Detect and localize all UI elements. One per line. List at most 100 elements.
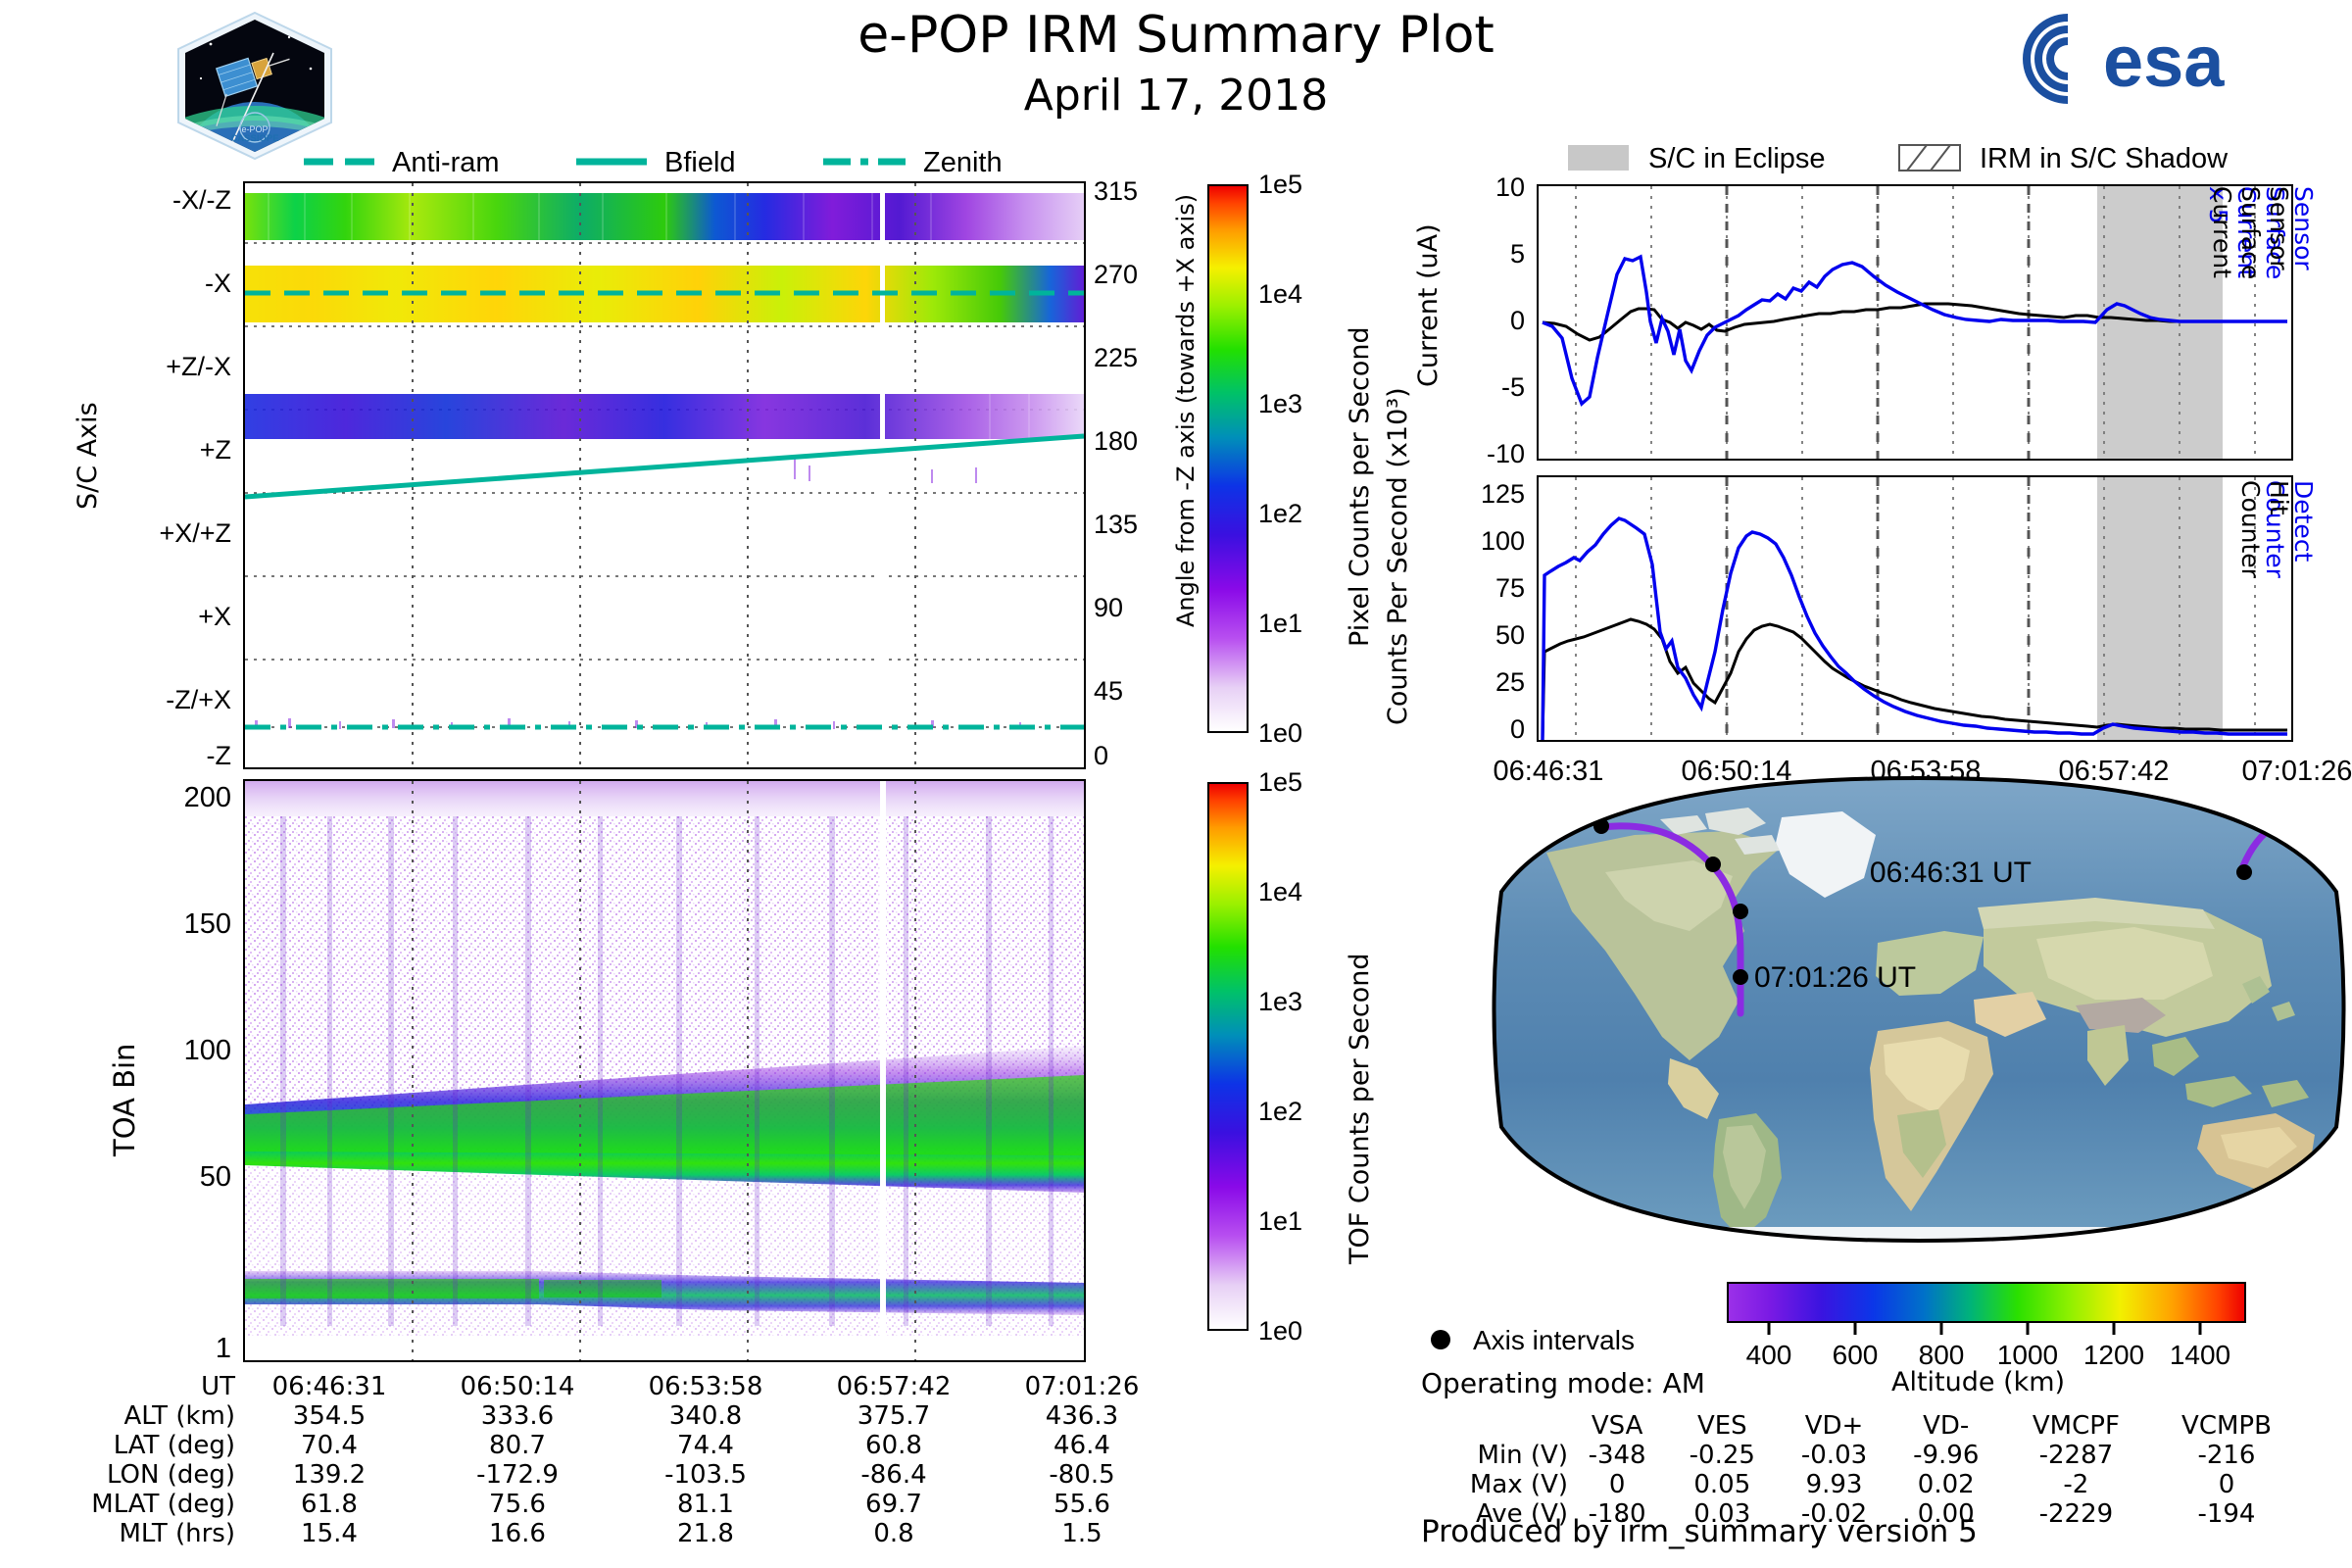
cell: -0.25 bbox=[1689, 1441, 1755, 1470]
cell: 354.5 bbox=[292, 1401, 367, 1431]
cell: 0.8 bbox=[873, 1519, 914, 1548]
cell: 0.00 bbox=[1917, 1499, 1975, 1529]
cell: 60.8 bbox=[865, 1431, 922, 1460]
svg-text:600: 600 bbox=[1833, 1340, 1879, 1368]
svg-text:-Z: -Z bbox=[207, 741, 231, 769]
counts-ylabel-text: Counts Per Second (x10³) bbox=[1383, 387, 1413, 725]
ephemeris-table: UT 06:46:31 06:50:14 06:53:58 06:57:42 0… bbox=[39, 1372, 1176, 1548]
svg-text:180: 180 bbox=[1094, 426, 1138, 456]
map-start-label: 06:46:31 UT bbox=[1870, 857, 2032, 889]
table-header-row: VSA VES VD+ VD- VMCPF VCMPB bbox=[1421, 1411, 2303, 1441]
pixel-counts-colorbar bbox=[1207, 184, 1249, 733]
xtick-0: 06:46:31 bbox=[1494, 756, 1604, 787]
svg-text:1000: 1000 bbox=[1997, 1340, 2058, 1368]
altitude-colorbar-label: Altitude (km) bbox=[1891, 1367, 2066, 1397]
table-row: LON (deg) 139.2 -172.9 -103.5 -86.4 -80.… bbox=[39, 1460, 1176, 1490]
current-ylabel: Current (uA) bbox=[1413, 223, 1444, 387]
row-label: Ave (V) bbox=[1476, 1499, 1568, 1529]
cell: 69.7 bbox=[865, 1490, 922, 1519]
svg-text:90: 90 bbox=[1094, 593, 1123, 622]
svg-text:+X: +X bbox=[198, 602, 231, 631]
svg-text:1e0: 1e0 bbox=[1258, 718, 1302, 748]
cell: 06:50:14 bbox=[460, 1372, 575, 1401]
cell: -80.5 bbox=[1049, 1460, 1115, 1490]
svg-text:1e3: 1e3 bbox=[1258, 987, 1302, 1016]
row-label: LAT (deg) bbox=[113, 1431, 235, 1460]
legend-label-antiram: Anti-ram bbox=[392, 147, 500, 178]
current-ytick-labels: 10 5 0 -5 -10 bbox=[1441, 176, 1529, 470]
cell: 75.6 bbox=[489, 1490, 546, 1519]
sc-axis-ytick-labels: -X/-Z -X +Z/-X +Z +X/+Z +X -Z/+X -Z bbox=[118, 181, 235, 769]
axis-interval-dot-icon bbox=[1431, 1330, 1450, 1349]
esa-logo-text: esa bbox=[2103, 21, 2225, 102]
cell: -86.4 bbox=[860, 1460, 927, 1490]
svg-text:+Z/-X: +Z/-X bbox=[166, 352, 231, 381]
svg-text:225: 225 bbox=[1094, 343, 1138, 372]
table-row: UT 06:46:31 06:50:14 06:53:58 06:57:42 0… bbox=[39, 1372, 1176, 1401]
tof-counts-colorbar-label: TOF Counts per Second bbox=[1345, 953, 1375, 1265]
cell: 15.4 bbox=[301, 1519, 358, 1548]
svg-text:315: 315 bbox=[1094, 181, 1138, 206]
table-row: Max (V) 0 0.05 9.93 0.02 -2 0 bbox=[1421, 1470, 2303, 1499]
header-cell: VMCPF bbox=[2032, 1411, 2120, 1441]
series-hit-counter bbox=[1541, 617, 2287, 740]
cell: -0.03 bbox=[1800, 1441, 1868, 1470]
altitude-colorbar bbox=[1727, 1282, 2246, 1323]
legend-label-eclipse: S/C in Eclipse bbox=[1648, 143, 1826, 174]
header-cell: VCMPB bbox=[2181, 1411, 2272, 1441]
svg-text:1e4: 1e4 bbox=[1258, 877, 1302, 906]
xtick-1: 06:50:14 bbox=[1682, 756, 1792, 787]
svg-text:-5: -5 bbox=[1501, 372, 1525, 402]
table-row: MLAT (deg) 61.8 75.6 81.1 69.7 55.6 bbox=[39, 1490, 1176, 1519]
shadow-swatch bbox=[1898, 144, 1961, 172]
operating-mode-label: Operating mode: AM bbox=[1421, 1367, 1705, 1399]
svg-text:100: 100 bbox=[1481, 526, 1525, 556]
counts-right-label-black: Hit Counter bbox=[2236, 480, 2293, 578]
svg-text:1e4: 1e4 bbox=[1258, 279, 1302, 309]
sc-axis-spectrogram bbox=[243, 181, 1086, 769]
cell: 1.5 bbox=[1061, 1519, 1102, 1548]
pixel-counts-colorbar-label: Pixel Counts per Second bbox=[1345, 326, 1375, 647]
row-label: LON (deg) bbox=[106, 1460, 235, 1490]
counts-ytick-labels: 125 100 75 50 25 0 bbox=[1441, 475, 1529, 760]
cell: 139.2 bbox=[292, 1460, 367, 1490]
svg-text:125: 125 bbox=[1481, 479, 1525, 509]
cell: 07:01:26 bbox=[1024, 1372, 1140, 1401]
cell: -348 bbox=[1588, 1441, 1646, 1470]
cell: 375.7 bbox=[857, 1401, 931, 1431]
toa-spectrogram bbox=[243, 779, 1086, 1362]
cell: -2287 bbox=[2038, 1441, 2114, 1470]
svg-text:-10: -10 bbox=[1487, 439, 1525, 468]
series-sensor-surface-current-x5 bbox=[1542, 254, 2287, 407]
svg-text:5: 5 bbox=[1510, 239, 1525, 269]
page-title: e-POP IRM Summary Plot bbox=[858, 6, 1494, 65]
page-subtitle: April 17, 2018 bbox=[1023, 71, 1329, 121]
svg-text:1e1: 1e1 bbox=[1258, 609, 1302, 638]
sc-axis-angle-ylabel: Angle from -Z axis (towards +X axis) bbox=[1172, 193, 1200, 627]
row-label: Max (V) bbox=[1469, 1470, 1568, 1499]
svg-text:800: 800 bbox=[1919, 1340, 1965, 1368]
eclipse-swatch bbox=[1568, 145, 1629, 171]
xtick-4: 07:01:26 bbox=[2242, 756, 2352, 787]
svg-text:1400: 1400 bbox=[2170, 1340, 2230, 1368]
pixel-counts-colorbar-ticks: 1e5 1e4 1e3 1e2 1e1 1e0 bbox=[1254, 167, 1372, 755]
world-map-panel: 06:46:31 UT 07:01:26 UT bbox=[1488, 774, 2350, 1245]
table-row: Ave (V) -180 0.03 -0.02 0.00 -2229 -194 bbox=[1421, 1499, 2303, 1529]
axis-intervals-legend: Axis intervals bbox=[1426, 1318, 1759, 1361]
cell: -103.5 bbox=[664, 1460, 747, 1490]
cell: 0.02 bbox=[1917, 1470, 1975, 1499]
svg-text:270: 270 bbox=[1094, 260, 1138, 289]
table-row: ALT (km) 354.5 333.6 340.8 375.7 436.3 bbox=[39, 1401, 1176, 1431]
cell: -194 bbox=[2197, 1499, 2256, 1529]
current-plot bbox=[1537, 184, 2293, 461]
cell: -172.9 bbox=[476, 1460, 559, 1490]
svg-text:-X: -X bbox=[205, 269, 231, 298]
legend-label-bfield: Bfield bbox=[664, 147, 736, 178]
svg-text:150: 150 bbox=[184, 908, 231, 940]
cell: 06:53:58 bbox=[648, 1372, 763, 1401]
cell: 70.4 bbox=[301, 1431, 358, 1460]
svg-text:0: 0 bbox=[1094, 741, 1108, 769]
tof-counts-colorbar bbox=[1207, 782, 1249, 1331]
svg-text:135: 135 bbox=[1094, 510, 1138, 539]
cell: 06:57:42 bbox=[836, 1372, 952, 1401]
